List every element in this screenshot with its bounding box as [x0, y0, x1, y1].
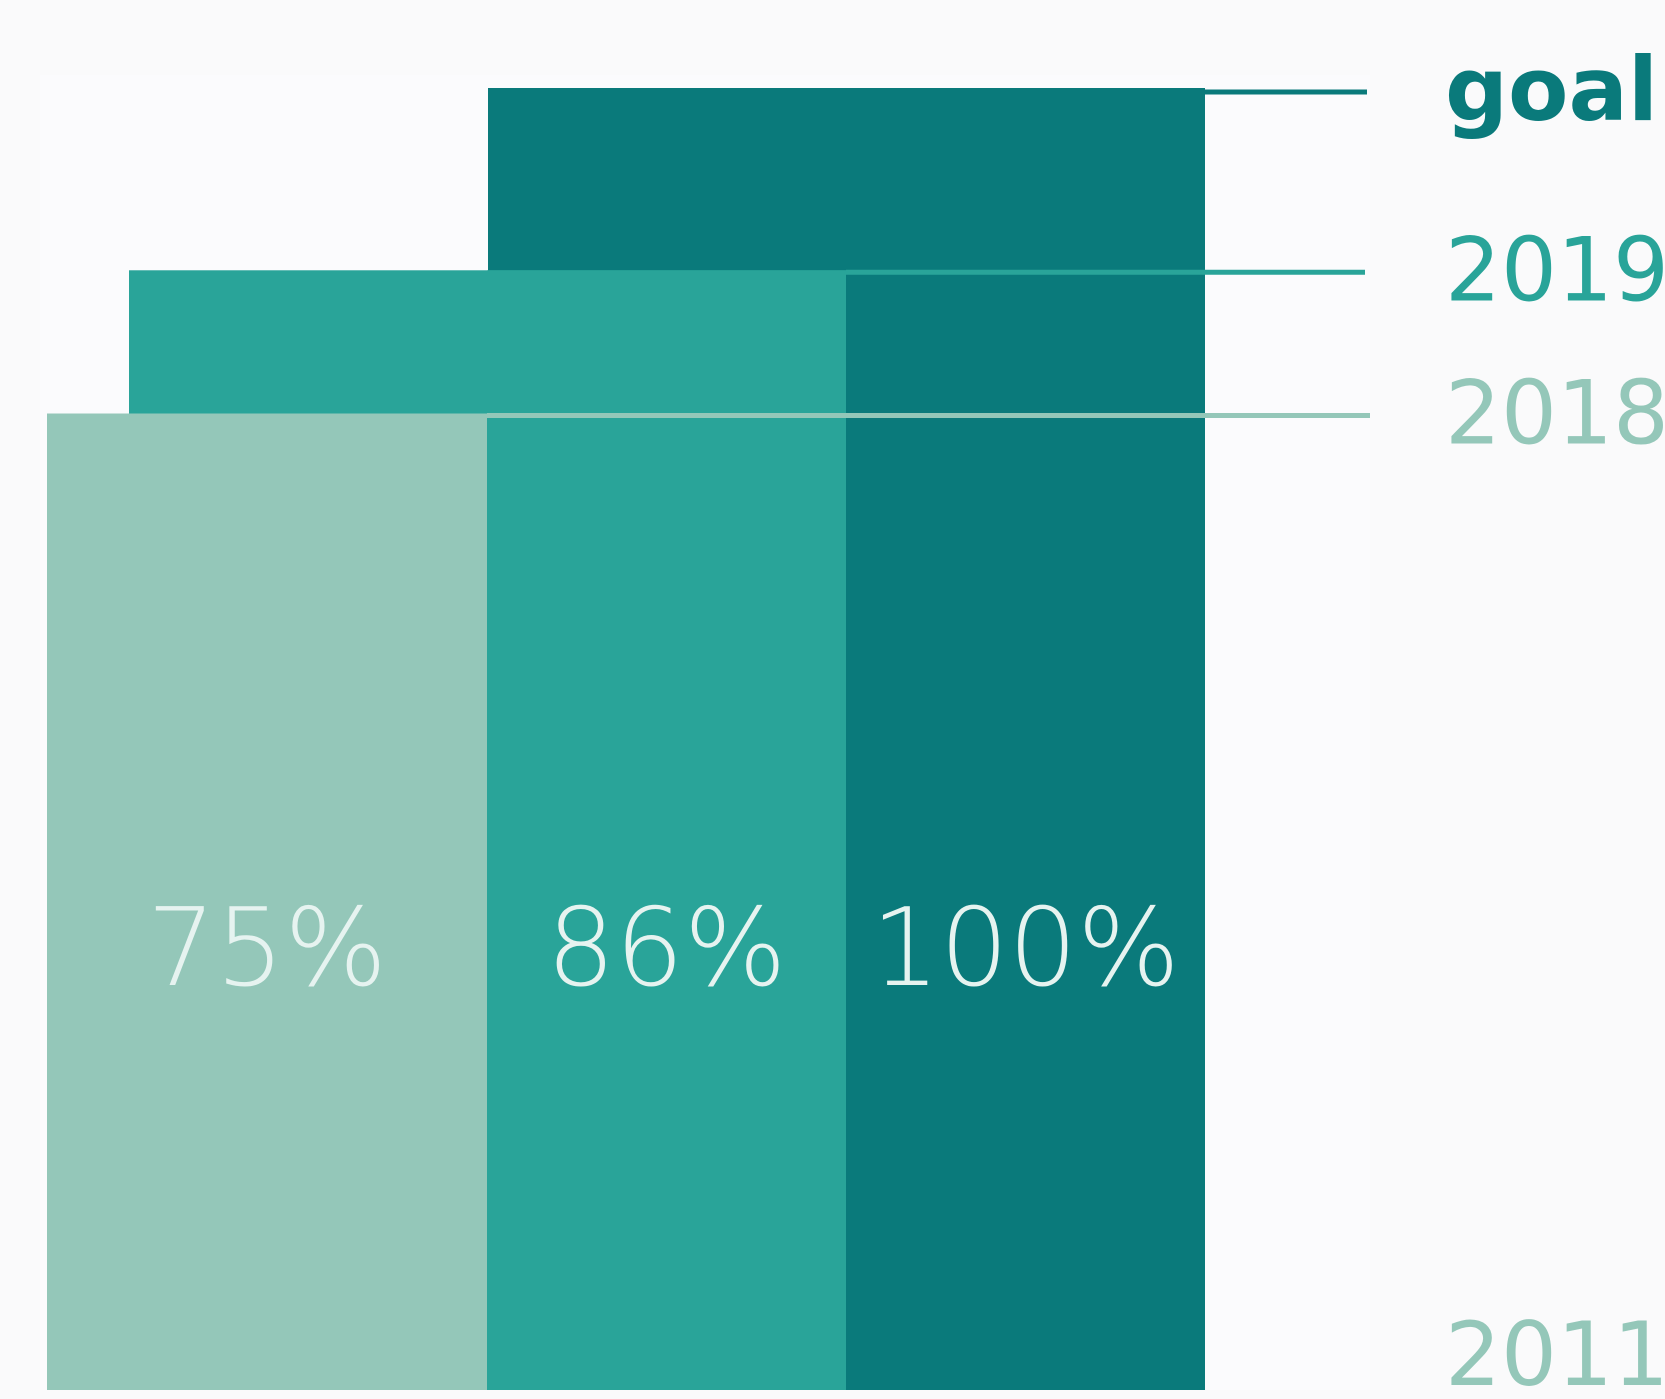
bar-column-100-pct — [846, 88, 1205, 1390]
bar-column-75-pct — [47, 413, 487, 1390]
marker-label-goal: goal — [1445, 38, 1658, 141]
marker-label-2018: 2018 — [1445, 362, 1665, 465]
bar-value-label: 75% — [147, 886, 387, 1011]
marker-label-2019: 2019 — [1445, 218, 1665, 321]
bar-value-label: 100% — [871, 886, 1180, 1011]
baseline-label: 2011 — [1445, 1303, 1665, 1399]
bar-value-label: 86% — [546, 886, 786, 1011]
bar-column-86-pct — [487, 270, 846, 1390]
